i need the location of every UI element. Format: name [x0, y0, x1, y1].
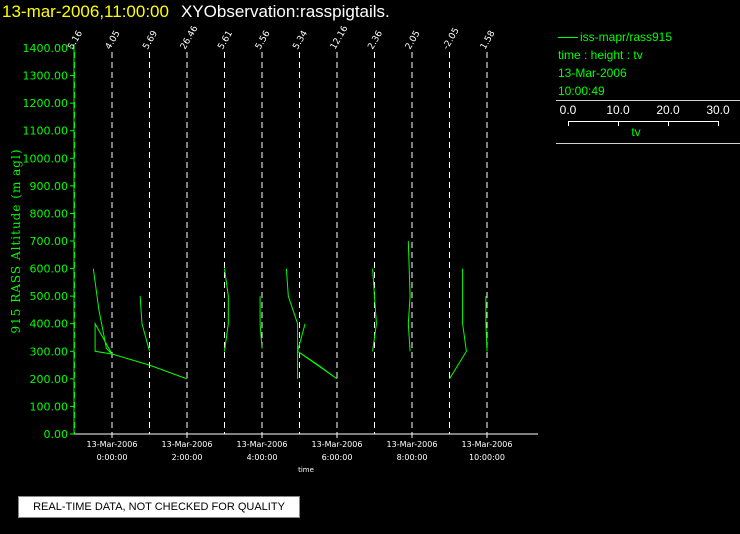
- profile-value-label: 5.69: [141, 29, 160, 52]
- y-tick-label: 100.00: [30, 400, 69, 413]
- profile-trace: [259, 296, 263, 349]
- legend-series: iss-mapr/rass915: [556, 28, 740, 46]
- x-tick-time: 10:00:00: [469, 453, 505, 462]
- x-tick-time: 6:00:00: [322, 453, 353, 462]
- y-tick-label: 1000.00: [23, 152, 69, 165]
- y-tick-label: 700.00: [30, 235, 69, 248]
- y-tick-label: 200.00: [30, 373, 69, 386]
- profile-value-label: 26.46: [179, 26, 201, 52]
- legend-panel: iss-mapr/rass915 time : height : tv 13-M…: [556, 28, 740, 144]
- y-tick-label: 300.00: [30, 345, 69, 358]
- title-timestamp: 13-mar-2006,11:00:00: [2, 2, 169, 21]
- x-tick-date: 13-Mar-2006: [237, 440, 288, 449]
- colorbar-tick-label: 30.0: [706, 103, 730, 117]
- y-tick-label: 1300.00: [23, 70, 69, 83]
- x-tick-date: 13-Mar-2006: [87, 440, 138, 449]
- title-bar: 13-mar-2006,11:00:00 XYObservation:rassp…: [0, 2, 390, 26]
- y-tick-label: 600.00: [30, 263, 69, 276]
- colorbar: 0.0 10.0 20.0 30.0 tv: [556, 101, 740, 143]
- profile-value-label: 5.61: [216, 29, 235, 51]
- profile-value-label: 5.34: [291, 29, 310, 52]
- profile-trace: [224, 268, 229, 352]
- colorbar-axis: [568, 121, 718, 122]
- x-tick-date: 13-Mar-2006: [312, 440, 363, 449]
- legend-divider-bottom: [556, 143, 740, 144]
- y-tick-label: 1200.00: [23, 97, 69, 110]
- colorbar-tick-label: 0.0: [559, 103, 577, 117]
- profile-trace: [139, 296, 150, 352]
- y-tick-label: 800.00: [30, 207, 69, 220]
- profile-trace: [92, 268, 188, 380]
- profile-trace: [449, 268, 467, 380]
- legend-time: 10:00:49: [558, 84, 605, 98]
- x-tick-time: 4:00:00: [247, 453, 278, 462]
- profile-value-label: 4.05: [104, 29, 123, 51]
- y-tick-label: 500.00: [30, 290, 69, 303]
- legend-date: 13-Mar-2006: [558, 66, 627, 80]
- x-tick-date: 13-Mar-2006: [162, 440, 213, 449]
- profile-trace: [372, 268, 377, 352]
- profile-value-label: 2.36: [366, 29, 385, 52]
- colorbar-tick-label: 20.0: [656, 103, 680, 117]
- profile-trace: [485, 296, 488, 352]
- colorbar-tick: [668, 121, 669, 126]
- x-tick-date: 13-Mar-2006: [462, 440, 513, 449]
- legend-series-label: iss-mapr/rass915: [580, 30, 673, 44]
- rass-pigtail-chart: 0.00 100.00 200.00 300.00 400.00 500.00 600.00…: [9, 26, 538, 474]
- profile-value-label: 12.16: [329, 26, 351, 52]
- plot-title: XYObservation:rasspigtails.: [180, 2, 390, 21]
- x-tick-time: 0:00:00: [97, 453, 128, 462]
- colorbar-tick: [568, 121, 569, 126]
- y-tick-label: 0.00: [44, 428, 69, 441]
- colorbar-tick-label: 10.0: [606, 103, 630, 117]
- x-tick-time: 2:00:00: [172, 453, 203, 462]
- colorbar-tick: [618, 121, 619, 126]
- quality-notice: REAL-TIME DATA, NOT CHECKED FOR QUALITY: [18, 496, 300, 518]
- y-axis-label: 915 RASS Altitude (m agl): [9, 148, 23, 333]
- colorbar-tick: [718, 121, 719, 126]
- profile-value-label: 2.05: [404, 29, 423, 51]
- y-tick-label: 900.00: [30, 180, 69, 193]
- legend-swatch: [558, 36, 578, 38]
- profile-trace: [407, 240, 411, 352]
- profile-value-label: 1.58: [479, 29, 498, 52]
- profile-value-label: 5.16: [66, 29, 85, 52]
- colorbar-variable-label: tv: [631, 125, 641, 139]
- profile-value-label: -2.05: [441, 26, 461, 51]
- y-tick-label: 1400.00: [23, 42, 69, 55]
- x-tick-date: 13-Mar-2006: [387, 440, 438, 449]
- profile-trace: [285, 268, 338, 380]
- y-tick-label: 1100.00: [23, 125, 69, 138]
- legend-divider-top: [556, 100, 740, 101]
- x-tick-time: 8:00:00: [397, 453, 428, 462]
- legend-mapping: time : height : tv: [558, 48, 643, 62]
- y-tick-label: 400.00: [30, 318, 69, 331]
- x-axis-label: time: [298, 466, 314, 474]
- profile-value-label: 5.56: [254, 29, 273, 52]
